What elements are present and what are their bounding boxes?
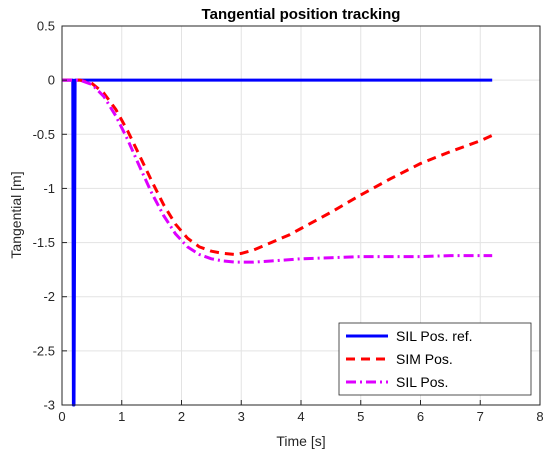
legend-label-2: SIM Pos. — [396, 351, 453, 367]
legend-label-1: SIL Pos. ref. — [396, 328, 473, 344]
chart-title: Tangential position tracking — [202, 6, 401, 23]
y-tick-label: -1 — [43, 181, 55, 196]
x-tick-label: 7 — [477, 409, 484, 424]
y-axis-label: Tangential [m] — [8, 171, 24, 258]
x-tick-label: 6 — [417, 409, 424, 424]
x-tick-label: 5 — [357, 409, 364, 424]
x-tick-label: 2 — [178, 409, 185, 424]
x-tick-label: 0 — [58, 409, 65, 424]
x-tick-label: 3 — [238, 409, 245, 424]
y-tick-label: -0.5 — [33, 127, 55, 142]
series-line-3 — [62, 78, 493, 264]
x-tick-label: 1 — [118, 409, 125, 424]
ticks: 0 1 2 3 4 5 6 7 8 0.5 0 -0.5 -1 -1.5 -2 -2.5 -3 — [33, 19, 544, 425]
legend: SIL Pos. ref. SIM Pos. SIL Pos. — [338, 322, 532, 396]
x-axis-label: Time [s] — [276, 433, 325, 449]
legend-label-3: SIL Pos. — [396, 374, 448, 390]
y-tick-label: 0.5 — [37, 19, 55, 34]
x-tick-label: 8 — [536, 409, 543, 424]
series-line-2 — [62, 78, 493, 256]
y-tick-label: -2.5 — [33, 343, 55, 358]
x-tick-label: 4 — [297, 409, 304, 424]
y-tick-label: 0 — [48, 73, 55, 88]
y-tick-label: -3 — [43, 398, 55, 413]
y-tick-label: -1.5 — [33, 235, 55, 250]
y-tick-label: -2 — [43, 289, 55, 304]
